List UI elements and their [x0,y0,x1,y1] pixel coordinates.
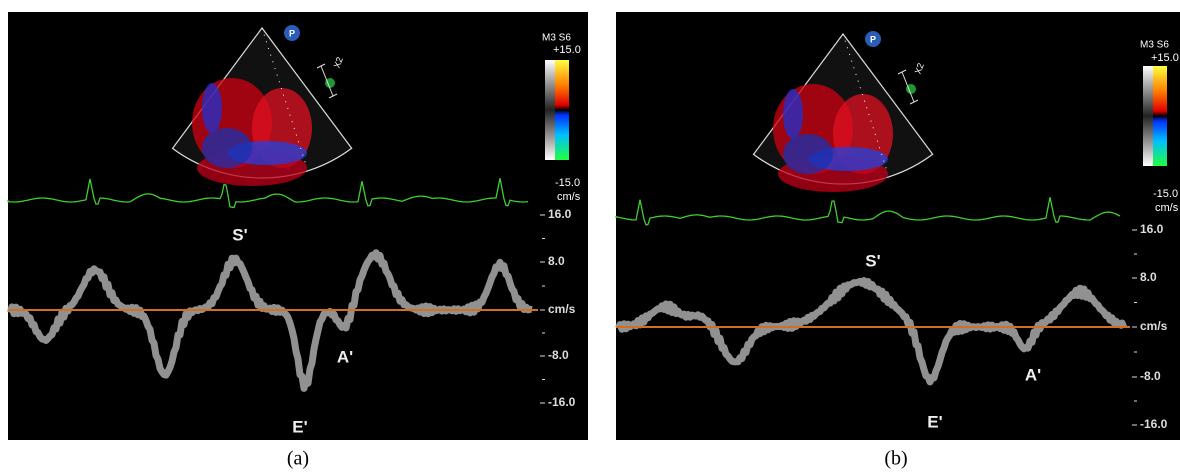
color-unit: cm/s [1155,202,1179,214]
color-doppler [783,134,833,174]
scale-label: 8.0 [1140,270,1157,284]
color-mode: M3 S6 [1140,40,1169,51]
wave-annotation: S' [232,225,247,244]
scale-label: -16.0 [548,395,576,409]
figure: PX2M3 S6+15.0-15.0cm/s16.08.0cm/s-8.0-16… [0,0,1180,474]
probe-label: P [870,34,876,44]
gray-bar [545,60,555,160]
color-unit: cm/s [557,191,581,203]
wave-annotation: E' [292,417,307,436]
scale-label: -16.0 [1140,417,1168,431]
wave-annotation: A' [337,347,353,366]
color-mode: M3 S6 [542,33,571,44]
scale-label: cm/s [548,302,576,316]
color-doppler [783,89,803,139]
color-doppler [202,83,222,133]
probe-label: P [289,28,295,38]
scale-label: -8.0 [1140,369,1161,383]
wave-annotation: A' [1025,365,1041,384]
scale-label: cm/s [1140,319,1168,333]
scale-label: -8.0 [548,348,569,362]
panel-background [616,12,1180,440]
color-top: +15.0 [1151,52,1179,64]
wave-annotation: E' [927,412,942,431]
gray-bar [1143,66,1153,166]
scale-label: 16.0 [1140,222,1164,236]
color-doppler [202,128,252,168]
color-bar [555,60,569,160]
color-top: +15.0 [553,44,581,56]
color-bottom: -15.0 [555,177,580,189]
scale-label: 8.0 [548,254,565,268]
wave-annotation: S' [865,251,880,270]
color-bar [1153,66,1167,166]
color-bottom: -15.0 [1153,188,1178,200]
panel-caption: (a) [287,448,309,470]
panel-caption: (b) [884,448,907,470]
scale-label: 16.0 [548,207,572,221]
